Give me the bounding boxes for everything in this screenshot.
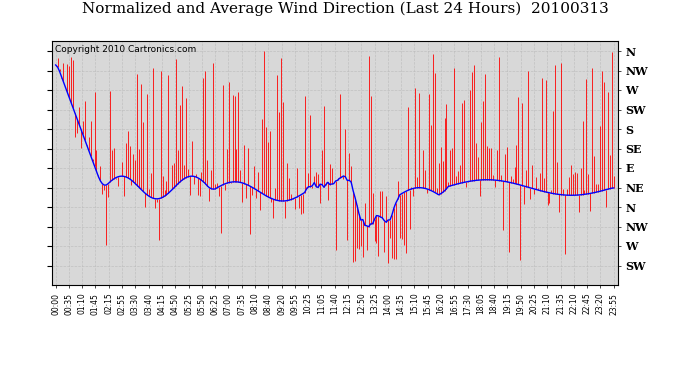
Text: Normalized and Average Wind Direction (Last 24 Hours)  20100313: Normalized and Average Wind Direction (L… <box>81 2 609 16</box>
Text: Copyright 2010 Cartronics.com: Copyright 2010 Cartronics.com <box>55 45 196 54</box>
